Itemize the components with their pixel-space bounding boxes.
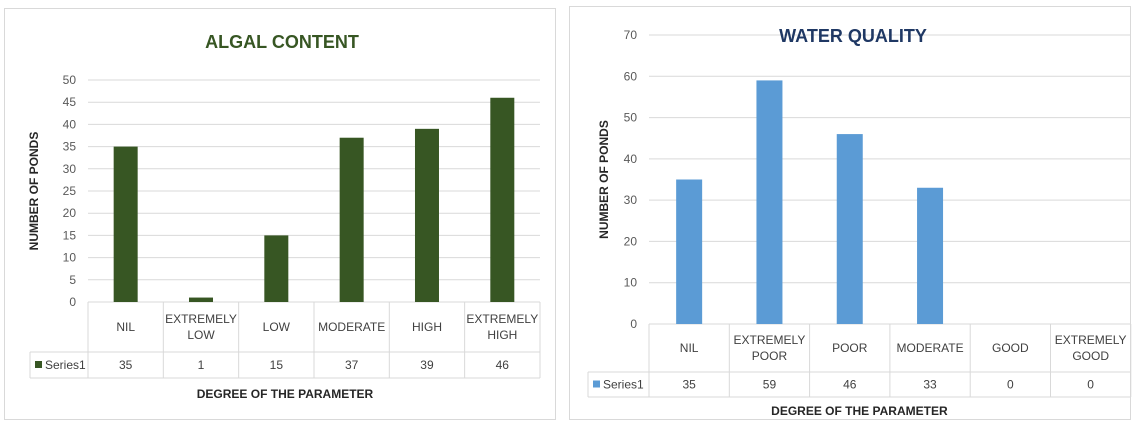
bar — [113, 146, 138, 302]
category-label: LOW — [187, 328, 215, 342]
data-label: 35 — [682, 378, 696, 392]
y-tick-label: 15 — [63, 228, 77, 242]
category-label: NIL — [680, 341, 699, 355]
category-label: GOOD — [992, 341, 1029, 355]
bar — [490, 97, 515, 302]
y-tick-label: 10 — [63, 251, 77, 265]
data-label: 0 — [1087, 378, 1094, 392]
y-axis-title: NUMBER OF PONDS — [27, 132, 41, 251]
water-quality-chart: 0 10 20 30 40 50 60 70 NIL EXTREMELY POOR POOR MODER… — [587, 26, 1132, 418]
bar — [917, 187, 944, 324]
category-label: POOR — [752, 349, 788, 363]
bar — [836, 134, 863, 324]
data-label: 33 — [923, 378, 937, 392]
y-tick-label: 30 — [624, 193, 638, 207]
y-tick-label: 40 — [624, 152, 638, 166]
x-axis-title: DEGREE OF THE PARAMETER — [197, 387, 374, 401]
category-label: LOW — [263, 320, 291, 334]
data-label: 59 — [763, 378, 777, 392]
y-tick-label: 60 — [624, 69, 638, 83]
category-label: HIGH — [412, 320, 442, 334]
y-tick-label: 70 — [624, 28, 638, 42]
y-tick-label: 0 — [630, 317, 637, 331]
category-label: EXTREMELY — [1055, 333, 1127, 347]
data-label: 39 — [420, 358, 434, 372]
y-tick-label: 50 — [63, 73, 77, 87]
series-name: Series1 — [603, 378, 644, 392]
data-label: 1 — [198, 358, 205, 372]
y-tick-label: 45 — [63, 95, 77, 109]
x-axis-title: DEGREE OF THE PARAMETER — [771, 404, 948, 418]
data-label: 46 — [496, 358, 510, 372]
y-tick-label: 30 — [63, 162, 77, 176]
y-tick-label: 20 — [624, 234, 638, 248]
y-tick-label: 40 — [63, 117, 77, 131]
category-label: EXTREMELY — [734, 333, 806, 347]
y-tick-label: 50 — [624, 111, 638, 125]
chart-frame — [4, 8, 556, 420]
water-quality-chart-panel: 0 10 20 30 40 50 60 70 NIL EXTREMELY POOR POOR MODER… — [566, 0, 1133, 422]
category-label: HIGH — [487, 328, 517, 342]
algal-content-chart: 0 5 10 15 20 25 30 35 40 45 50 NIL EXTREMELY LOW LOW MO… — [27, 32, 541, 401]
bar — [756, 80, 783, 325]
data-label: 0 — [1007, 378, 1014, 392]
data-label: 37 — [345, 358, 359, 372]
y-tick-label: 0 — [69, 295, 76, 309]
y-axis-title: NUMBER OF PONDS — [597, 120, 611, 239]
category-label: POOR — [832, 341, 868, 355]
chart-title: ALGAL CONTENT — [205, 32, 359, 52]
category-label: MODERATE — [318, 320, 385, 334]
legend-key — [35, 361, 42, 368]
category-label: GOOD — [1072, 349, 1109, 363]
data-label: 35 — [119, 358, 133, 372]
category-label: NIL — [116, 320, 135, 334]
category-label: EXTREMELY — [165, 312, 237, 326]
legend-key — [593, 380, 600, 388]
bar — [264, 235, 289, 302]
y-tick-label: 5 — [69, 273, 76, 287]
chart-frame — [569, 6, 1131, 420]
chart-title: WATER QUALITY — [779, 26, 927, 46]
bar — [676, 179, 703, 324]
bar — [188, 297, 213, 302]
category-label: EXTREMELY — [466, 312, 538, 326]
bar — [414, 128, 439, 302]
y-tick-label: 35 — [63, 140, 77, 154]
algal-content-chart-panel: 0 5 10 15 20 25 30 35 40 45 50 NIL EXTREMELY LOW LOW MO… — [0, 0, 560, 422]
data-label: 15 — [270, 358, 284, 372]
y-tick-label: 25 — [63, 184, 77, 198]
y-tick-label: 10 — [624, 276, 638, 290]
series-name: Series1 — [45, 358, 86, 372]
category-label: MODERATE — [896, 341, 963, 355]
y-tick-label: 20 — [63, 206, 77, 220]
data-label: 46 — [843, 378, 857, 392]
bar — [339, 137, 364, 302]
